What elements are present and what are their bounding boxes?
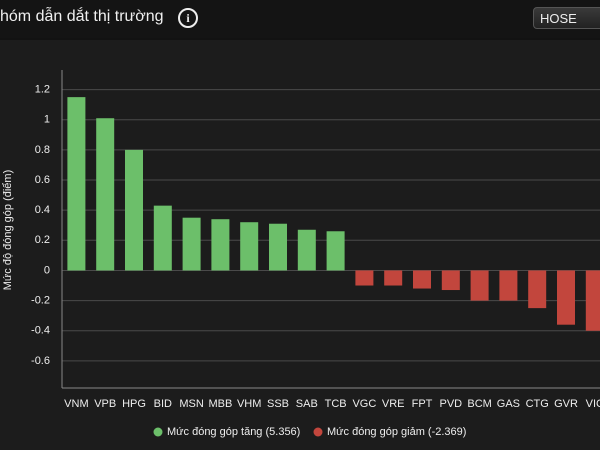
- exchange-dropdown[interactable]: HOSE: [533, 7, 600, 29]
- x-tick-label: VNM: [64, 398, 88, 410]
- x-tick-label: GAS: [497, 398, 520, 410]
- x-tick-label: GVR: [554, 398, 578, 410]
- bar: [413, 270, 431, 289]
- legend-marker: [153, 427, 163, 437]
- bar: [528, 270, 547, 309]
- bar: [240, 222, 259, 271]
- x-tick-label: FPT: [412, 398, 433, 410]
- x-tick-label: BID: [154, 398, 172, 410]
- x-tick-label: MBB: [208, 398, 232, 410]
- bar: [96, 118, 115, 271]
- bar: [326, 231, 345, 271]
- bar: [153, 205, 172, 271]
- x-tick-label: SSB: [267, 398, 289, 410]
- x-tick-label: MSN: [179, 398, 204, 410]
- chart: Mức độ đóng góp (điểm) 1.2 1 0.8 0.6 0.4 0.2 0…: [0, 40, 600, 450]
- bar: [585, 270, 600, 331]
- x-tick-label: HPG: [122, 398, 146, 410]
- legend-marker: [313, 427, 323, 437]
- x-tick-label: VRE: [382, 398, 405, 410]
- y-tick-label: 0.6: [35, 174, 50, 186]
- y-tick-label: 1: [44, 114, 50, 126]
- bar: [67, 97, 86, 271]
- bar: [499, 270, 518, 301]
- y-axis-label: Mức độ đóng góp (điểm): [2, 170, 14, 290]
- y-tick-label: 0.8: [35, 144, 50, 156]
- y-tick-label: 1.2: [35, 83, 50, 95]
- bar: [125, 149, 143, 271]
- bar: [269, 223, 287, 271]
- y-tick-label: -0.6: [31, 355, 50, 367]
- legend-label: Mức đóng góp giảm (-2.369): [327, 426, 466, 438]
- bar: [182, 217, 201, 271]
- legend-label: Mức đóng góp tăng (5.356): [167, 426, 300, 438]
- y-tick-label: 0.4: [35, 204, 50, 216]
- x-tick-label: SAB: [296, 398, 318, 410]
- header: hóm dẫn dắt thị trường i HOSE: [0, 0, 600, 38]
- y-tick-label: 0.2: [35, 234, 50, 246]
- x-tick-label: PVD: [439, 398, 462, 410]
- x-tick-label: CTG: [526, 398, 549, 410]
- bar: [211, 219, 230, 271]
- bar: [470, 270, 489, 301]
- x-tick-label: VPB: [94, 398, 116, 410]
- x-tick-label: VGC: [352, 398, 376, 410]
- info-icon[interactable]: i: [178, 8, 198, 28]
- x-tick-label: VIC: [586, 398, 600, 410]
- bar: [355, 270, 374, 286]
- x-tick-label: TCB: [325, 398, 347, 410]
- bar: [441, 270, 460, 291]
- bar: [557, 270, 575, 325]
- x-tick-label: VHM: [237, 398, 261, 410]
- bar: [297, 229, 316, 271]
- y-tick-label: 0: [44, 264, 50, 276]
- y-tick-label: -0.2: [31, 294, 50, 306]
- bar: [384, 270, 403, 286]
- title: hóm dẫn dắt thị trường: [0, 8, 164, 25]
- y-tick-label: -0.4: [31, 325, 50, 337]
- x-tick-label: BCM: [467, 398, 491, 410]
